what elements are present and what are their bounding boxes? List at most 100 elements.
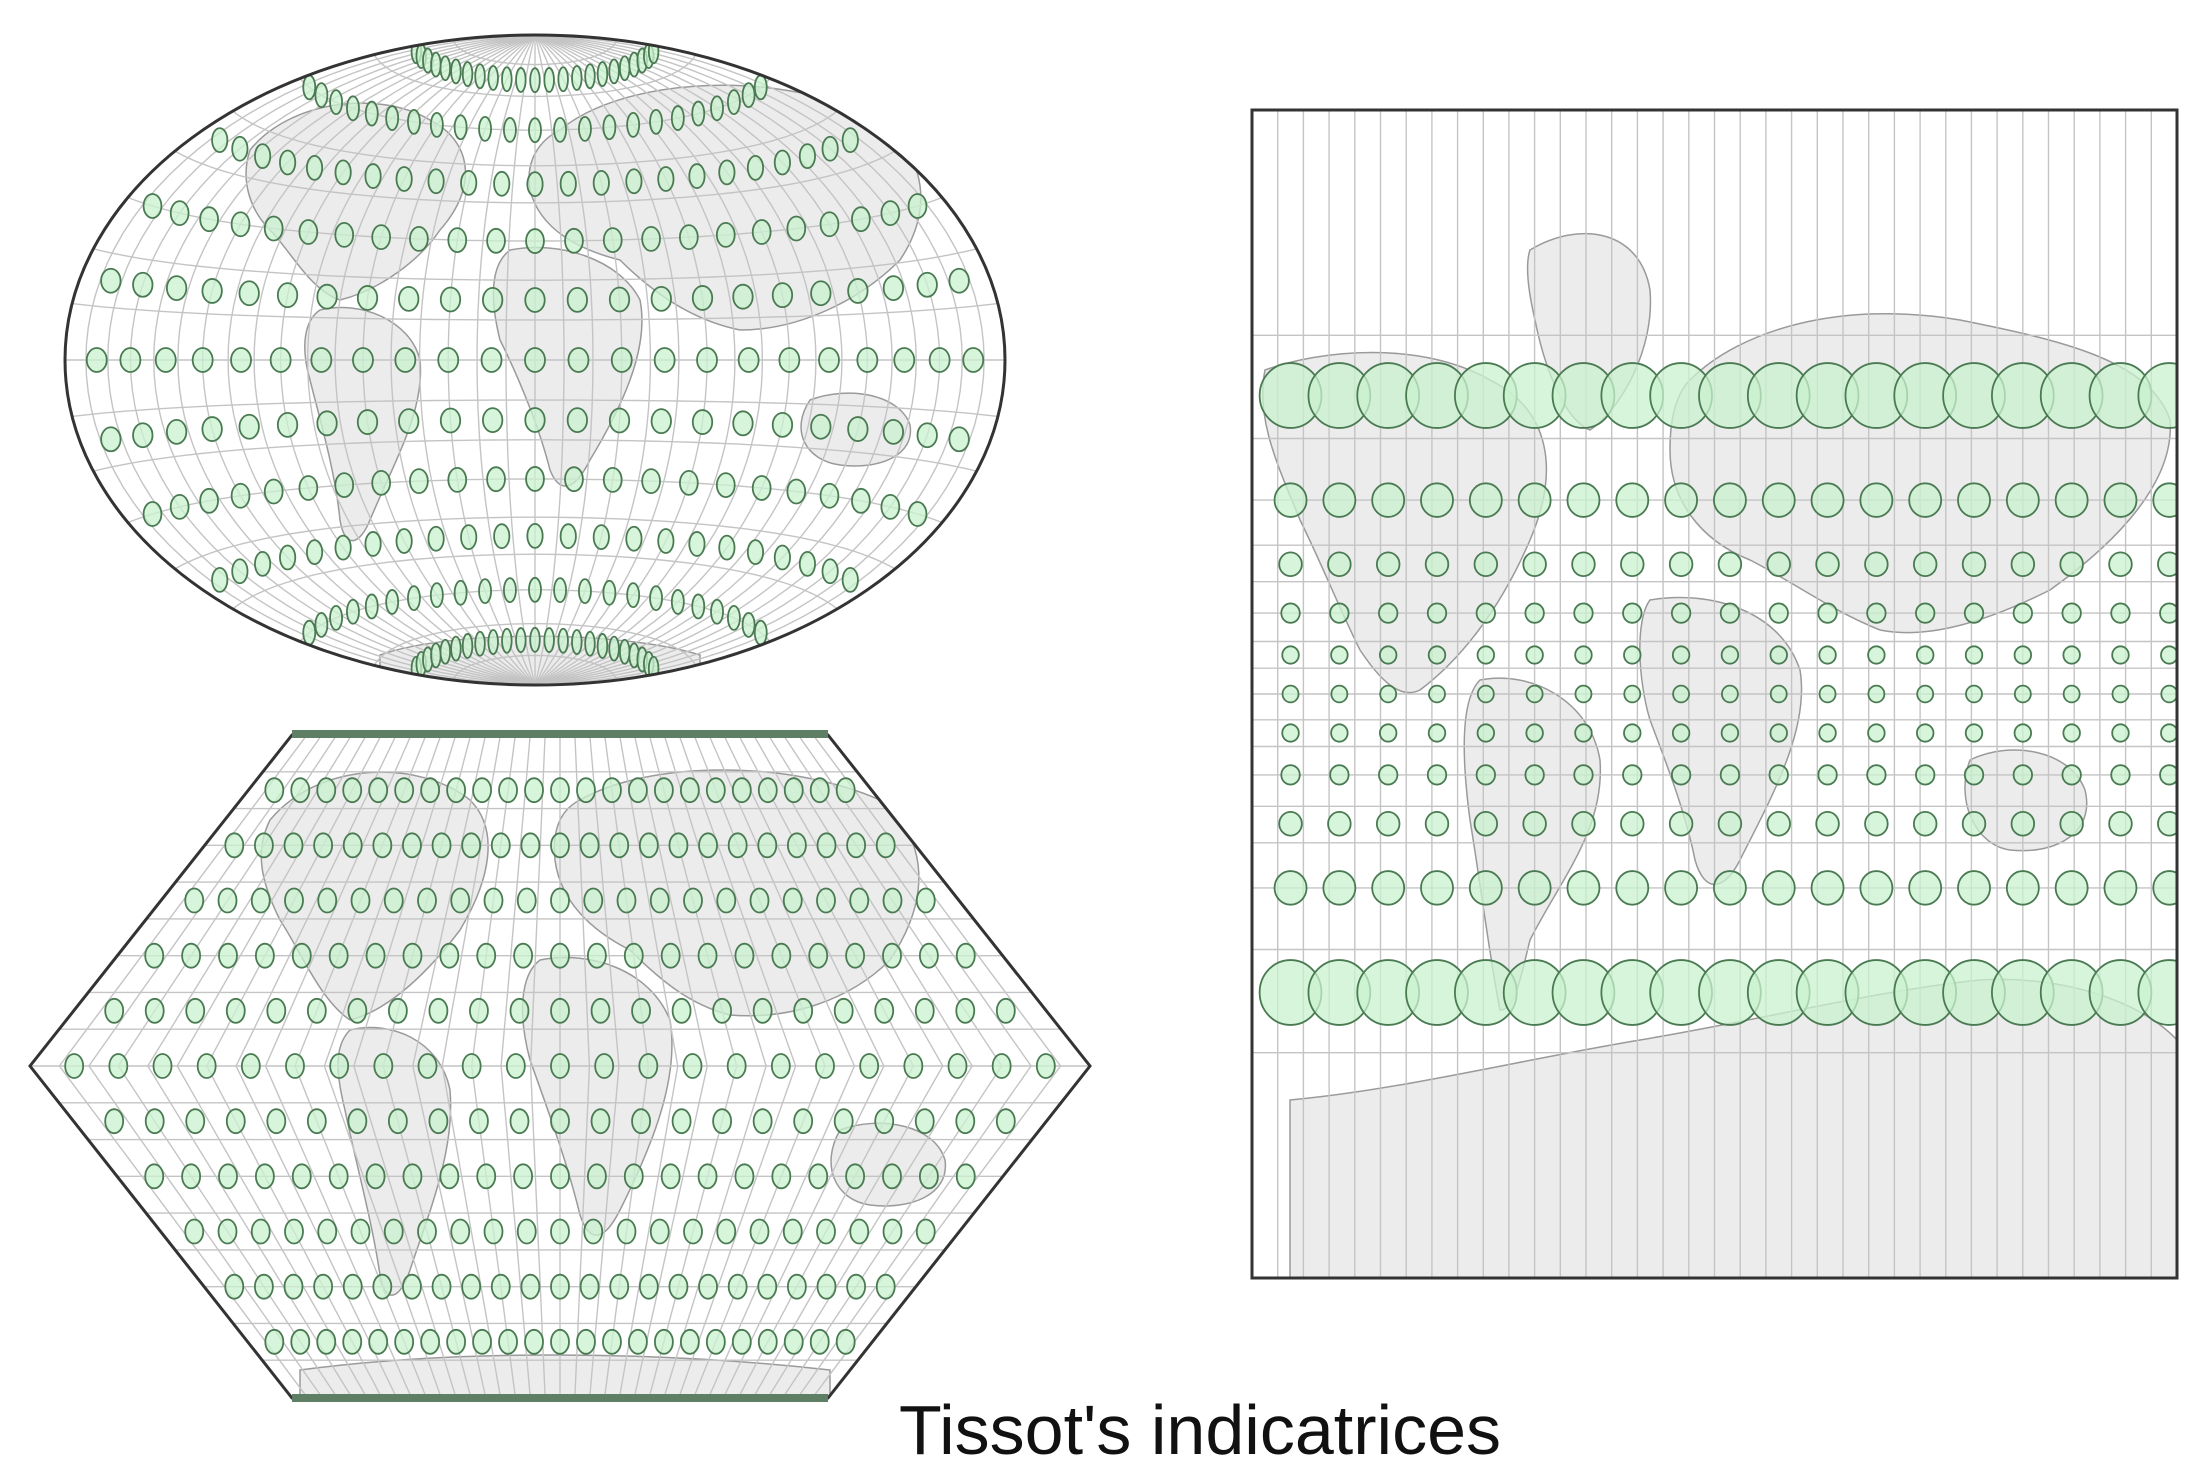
indicatrix (786, 1273, 807, 1300)
indicatrix (427, 525, 445, 552)
indicatrix (810, 280, 832, 307)
indicatrix (550, 887, 570, 914)
indicatrix (783, 1328, 804, 1355)
indicatrix (553, 116, 567, 143)
indicatrix (1322, 482, 1357, 518)
indicatrix (385, 589, 400, 615)
indicatrix (520, 1273, 541, 1300)
indicatrix (240, 1053, 261, 1079)
indicatrix (653, 347, 676, 373)
indicatrix (298, 475, 319, 501)
indicatrix (2010, 551, 2036, 578)
indicatrix (543, 67, 555, 93)
indicatrix (841, 566, 859, 593)
indicatrix (2013, 723, 2033, 743)
indicatrix (786, 832, 807, 859)
indicatrix (2111, 645, 2130, 665)
indicatrix (1622, 602, 1643, 624)
indicatrix (524, 407, 546, 433)
indicatrix (608, 407, 631, 434)
indicatrix (683, 887, 703, 914)
indicatrix (1721, 684, 1739, 704)
indicatrix (498, 1328, 518, 1355)
indicatrix (856, 347, 879, 373)
indicatrix (626, 111, 641, 138)
indicatrix (316, 777, 337, 804)
indicatrix (1273, 870, 1308, 906)
indicatrix (698, 1273, 718, 1300)
indicatrix (201, 278, 223, 304)
indicatrix (316, 410, 338, 437)
indicatrix (402, 1273, 422, 1300)
indicatrix (602, 227, 623, 253)
indicatrix (291, 1163, 312, 1190)
indicatrix (782, 1218, 803, 1245)
indicatrix (1912, 810, 1938, 837)
indicatrix (641, 468, 661, 495)
indicatrix (691, 100, 706, 127)
indicatrix (732, 410, 754, 437)
indicatrix (254, 143, 272, 170)
caption: Tissot's indicatrices (898, 1391, 1502, 1469)
indicatrix (1379, 684, 1398, 704)
indicatrix (907, 193, 928, 219)
indicatrix (516, 1218, 537, 1245)
indicatrix (476, 942, 497, 969)
indicatrix (305, 539, 324, 566)
indicatrix (525, 228, 545, 254)
indicatrix (347, 1108, 368, 1135)
indicatrix (1908, 870, 1943, 906)
indicatrix (144, 997, 165, 1024)
indicatrix (476, 1163, 497, 1190)
indicatrix (447, 467, 468, 493)
indicatrix (679, 469, 699, 496)
indicatrix (2111, 723, 2130, 743)
indicatrix (2160, 684, 2177, 704)
indicatrix (372, 832, 393, 859)
indicatrix (317, 887, 338, 914)
indicatrix (439, 942, 460, 969)
indicatrix (710, 598, 724, 625)
indicatrix (1815, 551, 1840, 578)
grid-line (373, 54, 697, 98)
indicatrix (487, 65, 499, 91)
indicatrix (1468, 482, 1503, 518)
indicatrix (1566, 482, 1601, 518)
indicatrix (1670, 764, 1692, 786)
indicatrix (550, 1163, 570, 1190)
indicatrix (916, 271, 938, 298)
indicatrix (991, 1053, 1012, 1079)
indicatrix (313, 832, 334, 859)
indicatrix (283, 1273, 304, 1300)
indicatrix (461, 1053, 482, 1079)
indicatrix (1424, 810, 1450, 837)
indicatrix (1573, 764, 1594, 786)
indicatrix (1476, 684, 1495, 704)
indicatrix (225, 1108, 246, 1135)
indicatrix (503, 116, 517, 143)
indicatrix (697, 1163, 718, 1190)
indicatrix (253, 832, 274, 859)
indicatrix (1623, 684, 1642, 704)
indicatrix (845, 1163, 866, 1190)
indicatrix (1620, 551, 1645, 578)
indicatrix (263, 478, 284, 505)
indicatrix (731, 777, 752, 804)
indicatrix (394, 347, 417, 373)
indicatrix (948, 426, 970, 453)
graticule (1252, 110, 2177, 1278)
indicatrix (1473, 810, 1499, 837)
indicatrix (329, 89, 343, 116)
indicatrix (1278, 810, 1303, 837)
indicatrix (732, 283, 754, 310)
indicatrix (773, 149, 791, 176)
indicatrix (490, 1273, 511, 1300)
indicatrix (649, 108, 663, 135)
indicatrix (1330, 645, 1349, 665)
indicatrix (688, 163, 706, 189)
indicatrix (1375, 551, 1401, 578)
indicatrix (1517, 870, 1552, 906)
indicatrix (1963, 764, 1985, 786)
indicatrix (450, 58, 462, 85)
indicatrix (515, 627, 527, 653)
